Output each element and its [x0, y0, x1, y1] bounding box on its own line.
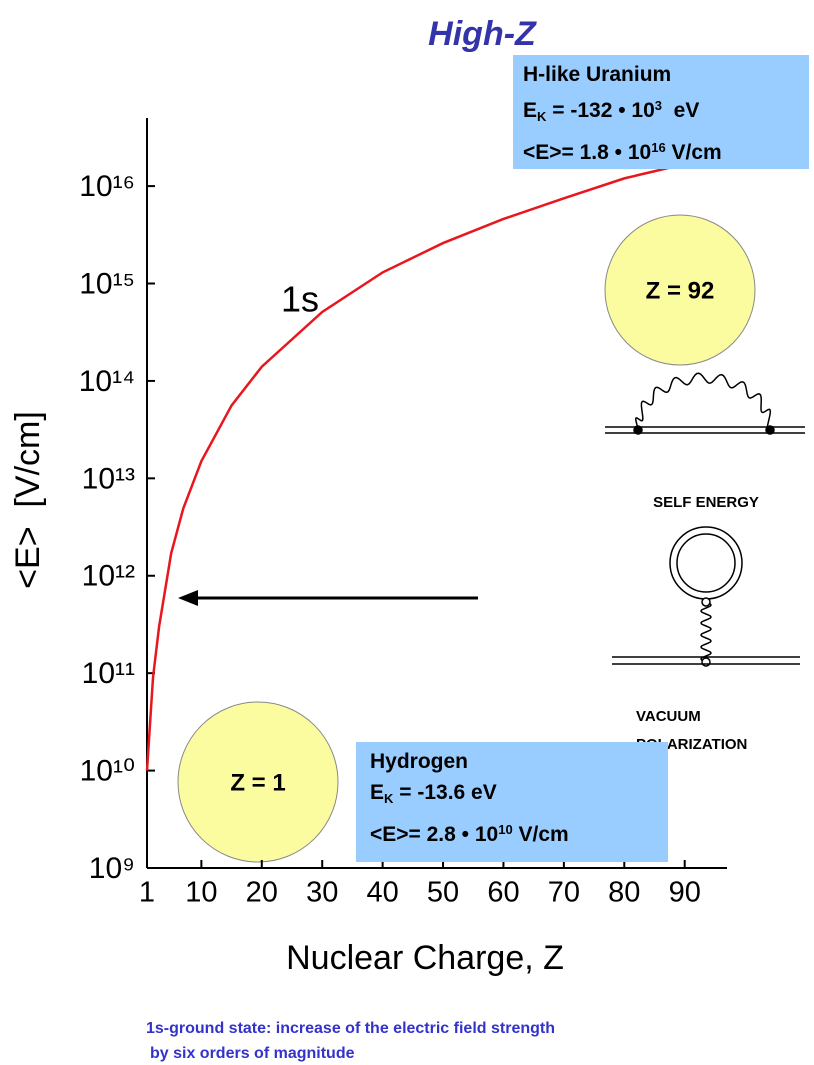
x-tick-label: 40: [366, 877, 398, 909]
x-tick-label: 30: [306, 877, 338, 909]
text: E: [370, 781, 385, 804]
x-tick-label: 90: [669, 877, 701, 909]
self-energy-diagram: [605, 372, 805, 435]
x-tick-label: 60: [487, 877, 519, 909]
text: <E>= 1.8 • 10: [523, 141, 652, 164]
y-tick-label: 10¹²: [82, 560, 135, 593]
x-axis-title: Nuclear Charge, Z: [286, 939, 564, 977]
y-tick-label: 10⁹: [89, 852, 135, 885]
text: V/cm: [512, 823, 569, 846]
box-line: EK = -132 • 103 eV: [523, 90, 799, 132]
vacuum-polarization-diagram: [612, 526, 800, 667]
arrow-head: [178, 590, 198, 606]
annotation-box: H-like Uranium EK = -132 • 103 eV <E>= 1…: [513, 55, 809, 169]
circle: [604, 214, 756, 366]
x-tick-label: 50: [427, 877, 459, 909]
y-tick-label: 10¹⁰: [80, 755, 135, 788]
y-tick-label: 10¹⁵: [79, 267, 135, 300]
diagram-label: SELF ENERGY: [653, 494, 759, 511]
text: = -132 • 10: [546, 99, 655, 122]
y-tick-label: 10¹⁴: [79, 365, 135, 398]
text: = -13.6 eV: [393, 781, 497, 804]
text: eV: [661, 99, 700, 122]
box-line: <E>= 2.8 • 1010 V/cm: [370, 814, 658, 850]
circle-label: Z = 1: [230, 769, 285, 796]
circle: [177, 701, 339, 863]
annotation-box: Hydrogen EK = -13.6 eV <E>= 2.8 • 1010 V…: [356, 742, 668, 862]
text: K: [537, 109, 547, 124]
diagram-label: VACUUM: [636, 708, 701, 725]
y-tick-label: 10¹³: [82, 462, 135, 495]
text: 16: [651, 140, 666, 155]
text: V/cm: [665, 141, 722, 164]
x-tick-label: 20: [246, 877, 278, 909]
text: E: [523, 99, 538, 122]
caption: 1s-ground state: increase of the electri…: [146, 1020, 555, 1037]
circle-label: Z = 92: [646, 277, 715, 304]
series-label: 1s: [281, 279, 319, 320]
x-tick-label: 70: [548, 877, 580, 909]
y-tick-label: 10¹⁶: [79, 170, 135, 203]
box-title: Hydrogen: [370, 750, 469, 773]
y-axis-title: <E> [V/cm]: [9, 411, 47, 589]
box-title: H-like Uranium: [523, 63, 672, 86]
x-tick-label: 80: [608, 877, 640, 909]
text: K: [384, 791, 394, 806]
chart-title: High-Z: [428, 15, 537, 53]
box-line: <E>= 1.8 • 1016 V/cm: [523, 132, 799, 168]
text: 3: [654, 98, 662, 113]
box-line: EK = -13.6 eV: [370, 777, 658, 814]
caption: by six orders of magnitude: [150, 1045, 355, 1062]
line: [145, 160, 698, 771]
x-tick-label: 10: [185, 877, 217, 909]
y-tick-label: 10¹¹: [82, 657, 135, 690]
text: 10: [498, 822, 513, 837]
x-tick-label: 1: [139, 877, 155, 909]
text: <E>= 2.8 • 10: [370, 823, 499, 846]
